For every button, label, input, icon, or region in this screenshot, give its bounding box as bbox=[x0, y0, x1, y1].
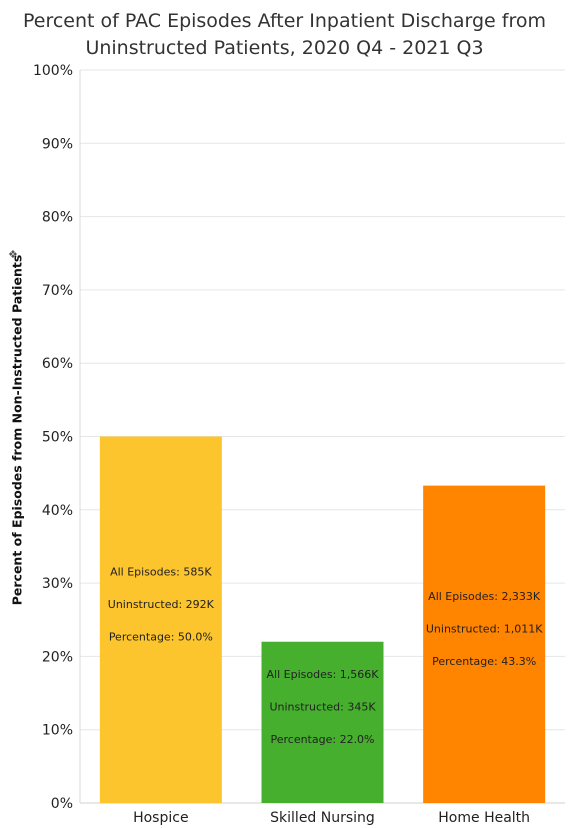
y-tick-label: 0% bbox=[51, 796, 73, 812]
x-category-label: Home Health bbox=[438, 810, 530, 826]
y-tick-label: 20% bbox=[42, 649, 73, 665]
y-tick-label: 40% bbox=[42, 503, 73, 519]
y-tick-label: 60% bbox=[42, 356, 73, 372]
y-tick-label: 90% bbox=[42, 136, 73, 152]
y-tick-label: 10% bbox=[42, 723, 73, 739]
bar-data-label: Percentage: 43.3% bbox=[432, 655, 536, 668]
bar-data-label: Percentage: 50.0% bbox=[109, 630, 213, 643]
bar-home-health bbox=[423, 485, 546, 803]
x-category-label: Skilled Nursing bbox=[270, 810, 375, 826]
y-tick-label: 100% bbox=[33, 63, 73, 79]
bar-hospice bbox=[99, 436, 222, 803]
y-tick-label: 50% bbox=[42, 430, 73, 446]
bar-data-label: Uninstructed: 1,011K bbox=[426, 622, 543, 635]
y-tick-label: 30% bbox=[42, 576, 73, 592]
chart-title: Percent of PAC Episodes After Inpatient … bbox=[0, 8, 569, 62]
bar-data-label: Percentage: 22.0% bbox=[270, 733, 374, 746]
bar-data-label: All Episodes: 2,333K bbox=[428, 590, 541, 603]
bar-skilled-nursing bbox=[261, 641, 384, 803]
y-tick-label: 70% bbox=[42, 283, 73, 299]
pin-icon[interactable]: ❖ bbox=[8, 248, 18, 261]
chart-title-line-2: Uninstructed Patients, 2020 Q4 - 2021 Q3 bbox=[85, 37, 484, 59]
bar-data-label: All Episodes: 585K bbox=[110, 565, 212, 578]
chart-title-line-1: Percent of PAC Episodes After Inpatient … bbox=[22, 10, 547, 32]
y-tick-label: 80% bbox=[42, 210, 73, 226]
bar-data-label: Uninstructed: 345K bbox=[269, 700, 376, 713]
bar-data-label: Uninstructed: 292K bbox=[108, 598, 215, 611]
bar-data-label: All Episodes: 1,566K bbox=[267, 668, 380, 681]
x-category-label: Hospice bbox=[133, 810, 188, 826]
